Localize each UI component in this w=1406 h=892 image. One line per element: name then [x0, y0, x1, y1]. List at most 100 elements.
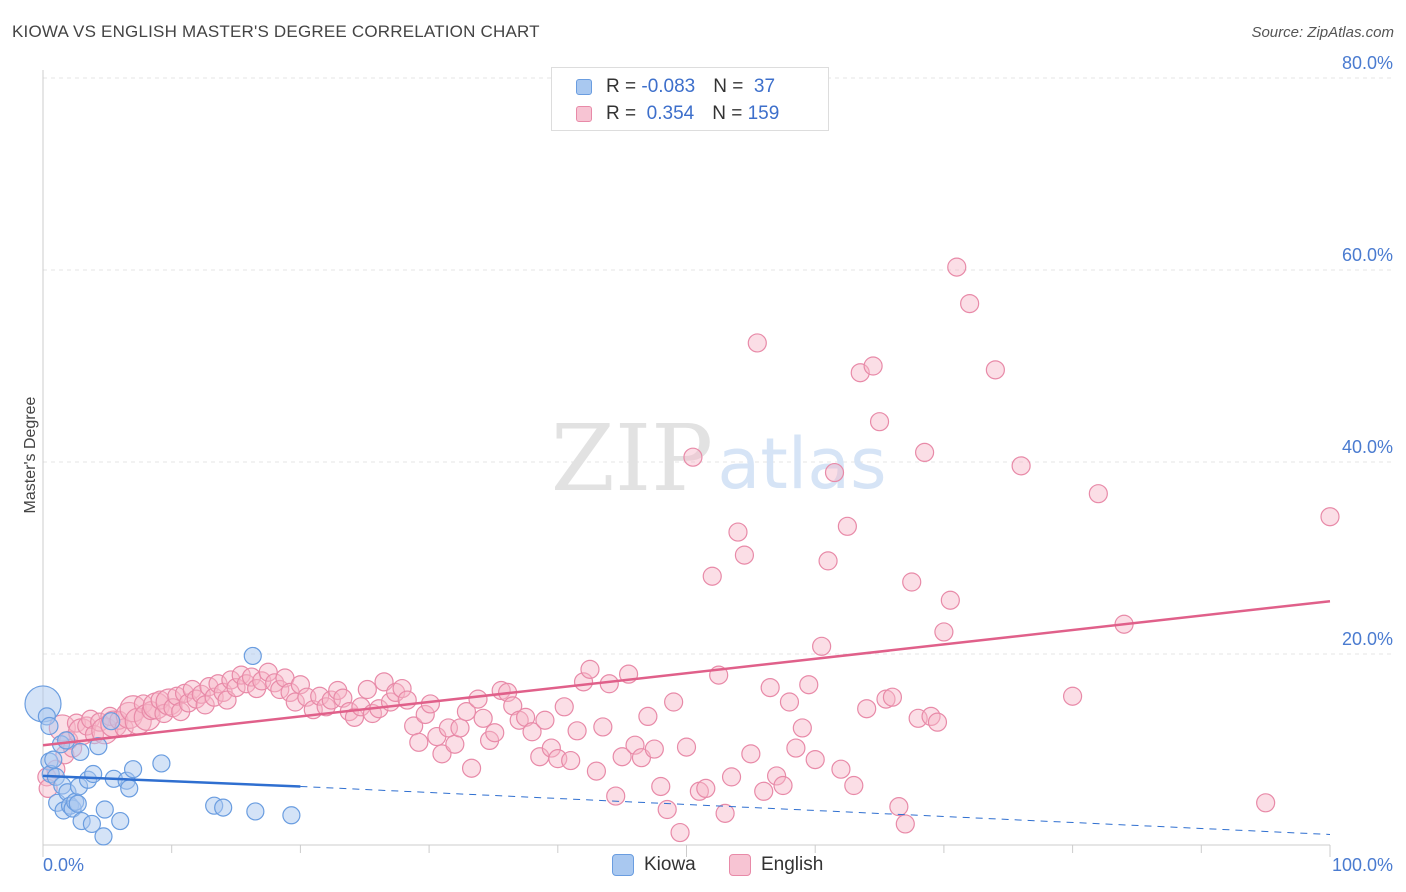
- english-point: [715, 803, 735, 823]
- english-point: [612, 747, 632, 767]
- y-tick-label: 40.0%: [1342, 437, 1393, 457]
- english-point: [310, 686, 330, 706]
- legend-r-label: R =: [606, 76, 642, 97]
- legend-box: R = -0.083 N = 37 R = 0.354 N = 159: [551, 67, 829, 131]
- english-point: [812, 636, 832, 656]
- english-point: [392, 678, 412, 699]
- legend-n-label: N =: [713, 76, 749, 97]
- kiowa-point: [89, 737, 108, 756]
- english-point: [805, 749, 825, 770]
- english-swatch: [576, 106, 592, 122]
- kiowa-point: [111, 811, 130, 831]
- english-point: [473, 708, 493, 728]
- english-point: [450, 718, 470, 738]
- english-point: [664, 692, 684, 712]
- kiowa-point: [95, 800, 114, 819]
- kiowa-point: [94, 827, 113, 846]
- english-point: [586, 761, 607, 781]
- kiowa-trend-line: [42, 774, 301, 788]
- kiowa-point: [82, 814, 102, 834]
- english-point: [1320, 507, 1340, 527]
- english-point: [468, 689, 488, 709]
- english-point: [638, 706, 658, 727]
- bottom-legend-kiowa-label: Kiowa: [644, 854, 696, 875]
- english-point: [869, 412, 890, 432]
- english-trend-line: [42, 599, 1331, 747]
- english-point: [1256, 793, 1276, 813]
- english-point: [754, 781, 774, 801]
- english-point: [432, 744, 452, 764]
- english-point: [882, 687, 903, 707]
- kiowa-swatch: [612, 854, 634, 876]
- english-point: [696, 778, 716, 799]
- english-point: [445, 734, 465, 754]
- kiowa-points: [24, 646, 301, 846]
- english-point: [182, 679, 202, 700]
- english-point: [625, 735, 645, 755]
- english-point: [857, 699, 877, 719]
- english-point: [438, 718, 459, 738]
- grid-lines: [43, 77, 1392, 655]
- english-point: [889, 797, 909, 817]
- y-tick-label: 20.0%: [1342, 629, 1393, 649]
- english-point: [409, 732, 429, 752]
- english-point: [516, 707, 536, 727]
- english-point: [927, 712, 948, 732]
- english-point: [702, 566, 722, 586]
- english-point: [947, 257, 967, 277]
- legend-row-english: R = 0.354 N = 159: [576, 101, 779, 127]
- english-point: [554, 697, 574, 717]
- english-point: [831, 759, 851, 779]
- english-point: [535, 710, 555, 730]
- y-tick-label: 80.0%: [1342, 53, 1393, 73]
- english-point: [567, 721, 587, 741]
- x-tick-label: 100.0%: [1332, 855, 1393, 875]
- chart-title: KIOWA VS ENGLISH MASTER'S DEGREE CORRELA…: [12, 22, 540, 41]
- kiowa-swatch: [576, 79, 592, 95]
- english-point: [461, 758, 482, 778]
- kiowa-point: [40, 716, 59, 736]
- chart-source: Source: ZipAtlas.com: [1251, 24, 1394, 41]
- legend-n-label: N =: [712, 103, 748, 124]
- bottom-legend-english: English: [729, 852, 823, 878]
- english-point: [985, 360, 1005, 380]
- english-point: [415, 704, 435, 725]
- english-point: [863, 356, 883, 376]
- english-point: [741, 744, 761, 764]
- english-point: [837, 516, 857, 536]
- kiowa-point: [246, 802, 265, 821]
- english-point: [258, 662, 278, 682]
- x-tick-label: 0.0%: [43, 855, 84, 875]
- kiowa-trend-extension: [300, 785, 1331, 835]
- english-swatch: [729, 854, 751, 876]
- english-point: [357, 679, 377, 700]
- english-point: [1011, 456, 1031, 476]
- english-point: [940, 590, 960, 610]
- english-point: [561, 750, 581, 771]
- english-point: [456, 701, 477, 722]
- english-point: [773, 775, 793, 796]
- english-point: [824, 462, 845, 483]
- english-point: [734, 545, 755, 565]
- kiowa-point: [71, 742, 90, 762]
- y-tick-label: 60.0%: [1342, 245, 1393, 265]
- english-point: [580, 659, 600, 679]
- english-point: [934, 622, 954, 642]
- tick-labels: 20.0% 40.0% 60.0% 80.0% 0.0% 100.0%: [43, 53, 1393, 875]
- english-point: [541, 738, 561, 758]
- english-point: [683, 447, 703, 467]
- english-point: [779, 692, 800, 712]
- english-point: [747, 333, 767, 353]
- legend-r-label: R =: [606, 103, 642, 124]
- english-point: [133, 703, 161, 731]
- english-point: [902, 572, 922, 592]
- english-point: [503, 696, 523, 716]
- kiowa-point: [243, 646, 262, 666]
- kiowa-point: [44, 750, 63, 769]
- english-point: [786, 738, 806, 758]
- kiowa-point: [152, 754, 171, 773]
- watermark-atlas: atlas: [717, 423, 886, 505]
- kiowa-point: [123, 760, 143, 779]
- english-point: [226, 677, 246, 698]
- english-point: [644, 739, 664, 759]
